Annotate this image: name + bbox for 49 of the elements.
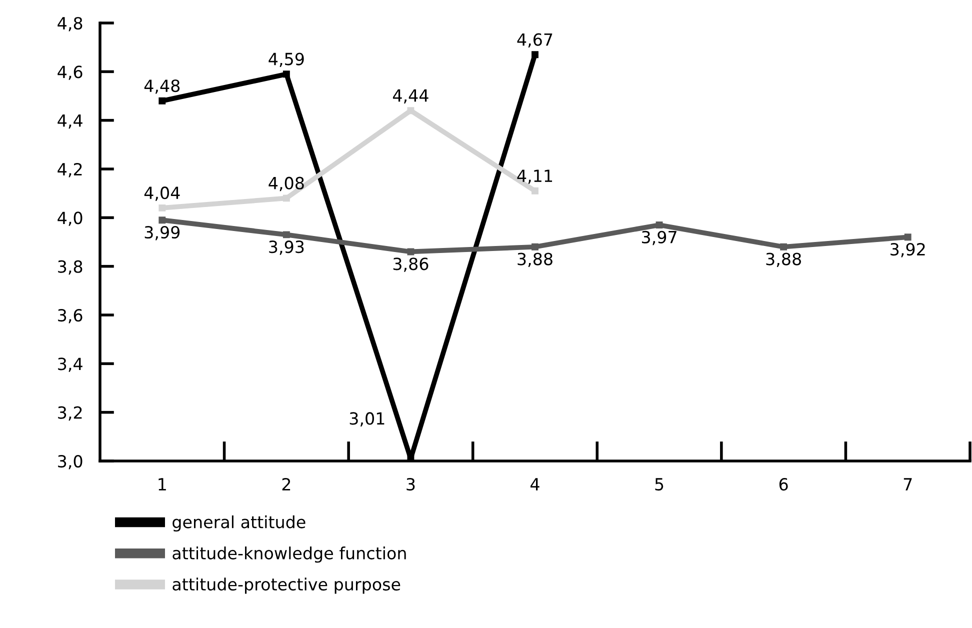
- point: [532, 187, 538, 194]
- data-label: 4,11: [517, 170, 552, 184]
- point: [282, 231, 290, 238]
- point: [656, 221, 663, 228]
- x-tick-label: 3: [406, 478, 415, 491]
- x-tick-label: 7: [904, 478, 912, 490]
- point: [158, 216, 166, 224]
- point: [904, 234, 912, 241]
- point: [282, 70, 290, 78]
- point: [532, 243, 538, 250]
- x-tick-label: 5: [655, 478, 664, 491]
- x-tick-label: 1: [158, 478, 166, 490]
- legend-label: general attitude: [172, 515, 306, 532]
- data-label: 3,86: [393, 258, 428, 272]
- y-tick-label: 4,8: [58, 16, 82, 32]
- data-label: 4,67: [517, 33, 552, 48]
- x-tick-label: 2: [282, 478, 290, 490]
- y-tick-label: 3,6: [58, 308, 82, 324]
- point: [407, 107, 414, 114]
- point: [407, 248, 414, 256]
- y-tick-label: 3,8: [58, 260, 82, 275]
- y-tick-label: 4,4: [58, 114, 82, 129]
- data-label: 4,59: [268, 52, 304, 68]
- point: [158, 204, 166, 212]
- y-tick-label: 4,2: [58, 162, 82, 178]
- data-label: 4,44: [392, 89, 428, 104]
- y-tick-label: 3,2: [58, 406, 82, 421]
- x-tick-label: 4: [530, 478, 540, 490]
- x-tick-label: 6: [779, 478, 788, 491]
- data-label: 4,08: [268, 176, 304, 192]
- y-tick-label: 3,0: [58, 454, 82, 470]
- point: [282, 194, 290, 202]
- data-label: 3,01: [350, 412, 384, 426]
- y-tick-label: 3,4: [58, 358, 82, 372]
- data-label: 3,88: [766, 252, 801, 268]
- point: [158, 97, 166, 104]
- data-label: 3,93: [269, 240, 304, 255]
- data-label: 4,04: [144, 186, 180, 201]
- data-label: 3,88: [518, 252, 552, 268]
- data-label: 4,48: [144, 79, 180, 94]
- legend-label: attitude-protective purpose: [172, 578, 400, 594]
- data-label: 3,92: [890, 242, 925, 258]
- legend-label: attitude-knowledge function: [172, 546, 406, 563]
- y-tick-label: 4,6: [58, 66, 82, 80]
- point: [532, 51, 538, 58]
- data-label: 3,97: [642, 230, 676, 246]
- y-tick-label: 4,0: [58, 212, 82, 226]
- point: [780, 243, 788, 250]
- data-label: 3,99: [144, 226, 180, 240]
